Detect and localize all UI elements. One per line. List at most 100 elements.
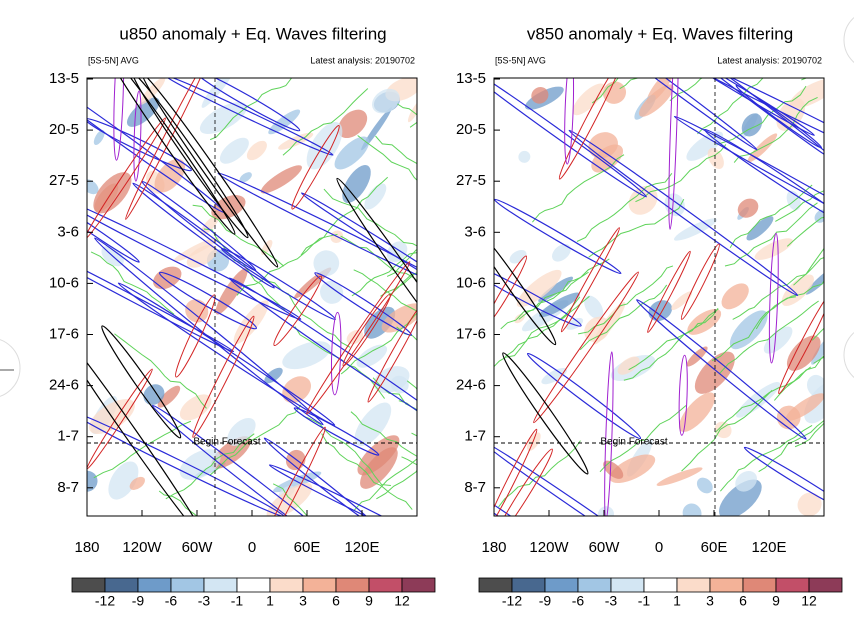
anomaly-patch — [227, 417, 256, 447]
anomaly-patch — [538, 276, 574, 303]
colorbar-label: -3 — [605, 593, 618, 609]
colorbar-label: 6 — [332, 593, 340, 609]
anomaly-patch — [143, 384, 165, 406]
anomaly-patch — [736, 381, 781, 418]
anomaly-patch — [814, 209, 824, 223]
anomaly-patch — [707, 147, 724, 169]
wave-contour — [375, 135, 417, 165]
y-tick-label: 8-7 — [464, 479, 486, 496]
y-tick-label: 8-7 — [57, 479, 79, 496]
colorbar-box — [302, 577, 337, 593]
colorbar-label: -9 — [539, 593, 552, 609]
wave-contour — [401, 456, 417, 466]
wave-contour — [642, 78, 815, 136]
wave-contour — [775, 190, 824, 222]
colorbar-box — [775, 577, 810, 593]
wave-contour — [209, 404, 302, 476]
colorbar-label: -9 — [132, 593, 145, 609]
anomaly-patch — [313, 250, 340, 277]
anomaly-patch — [786, 335, 821, 371]
anomaly-patch — [179, 394, 212, 421]
anomaly-patch — [628, 185, 658, 215]
anomaly-patch — [552, 243, 571, 262]
wave-contour — [494, 450, 600, 516]
region-label: [5S-5N] AVG — [88, 55, 139, 65]
anomaly-patch — [371, 88, 400, 114]
wave-contour — [291, 125, 340, 210]
wave-contour — [273, 275, 322, 347]
x-tick-label: 120E — [751, 539, 786, 556]
anomaly-patch — [664, 193, 685, 217]
y-tick-label: 1-7 — [464, 428, 486, 445]
y-tick-label: 3-6 — [464, 223, 486, 240]
anomaly-patch — [806, 374, 824, 398]
wave-contour — [321, 433, 413, 510]
wave-contour — [165, 433, 255, 500]
wave-contour — [623, 308, 719, 381]
x-tick-label: 60E — [701, 539, 728, 556]
y-tick-label: 10-6 — [49, 274, 79, 291]
wave-contour — [565, 78, 758, 151]
wave-contour — [209, 78, 293, 141]
anomaly-patch — [746, 216, 774, 241]
wave-contour — [397, 103, 417, 116]
wave-contour — [628, 307, 719, 371]
wave-contour — [768, 232, 779, 364]
wave-contour — [732, 248, 824, 320]
anomaly-patch — [200, 214, 220, 236]
wave-contour — [714, 366, 812, 433]
wave-contour — [604, 351, 614, 516]
wave-contour — [272, 483, 309, 516]
colorbar-label: -12 — [502, 593, 522, 609]
anomaly-patch — [185, 299, 209, 323]
anomaly-patch — [539, 292, 580, 318]
wave-contour — [388, 272, 417, 296]
wave-contour — [720, 425, 813, 492]
colorbar-label: -3 — [198, 593, 211, 609]
colorbar-label: 3 — [299, 593, 307, 609]
anomaly-patch — [541, 367, 568, 385]
plot-area — [87, 78, 417, 516]
anomaly-patch — [108, 461, 139, 500]
wave-contour — [743, 446, 824, 515]
anomaly-patch — [686, 346, 708, 367]
wave-contour — [494, 223, 557, 346]
wave-contour — [367, 301, 417, 403]
colorbar-label: 12 — [394, 593, 410, 609]
edge-artifact — [843, 331, 854, 379]
wave-contour — [494, 78, 647, 198]
wave-contour — [504, 295, 590, 357]
anomaly-patch — [319, 280, 344, 304]
colorbar-label: -1 — [638, 593, 651, 609]
wave-contour — [697, 78, 764, 135]
anomaly-patch — [603, 460, 624, 479]
wave-contour — [564, 78, 575, 165]
colorbar-label: -1 — [231, 593, 244, 609]
anomaly-patch — [219, 137, 249, 164]
anomaly-patch — [763, 326, 793, 354]
wave-contour — [323, 188, 417, 247]
anomaly-patch — [509, 250, 527, 264]
wave-contour — [268, 464, 417, 516]
wave-contour — [376, 469, 417, 500]
wave-contour — [680, 243, 720, 320]
anomaly-patch — [805, 267, 824, 295]
x-tick-label: 0 — [248, 539, 256, 556]
x-tick-label: 60E — [294, 539, 321, 556]
wave-contour — [801, 78, 808, 81]
wave-contour — [282, 88, 369, 156]
anomaly-patch — [656, 467, 703, 486]
colorbar-box — [511, 577, 546, 593]
y-tick-label: 13-5 — [456, 70, 486, 87]
y-tick-label: 27-5 — [456, 172, 486, 189]
wave-contour — [336, 177, 417, 357]
y-tick-label: 20-5 — [456, 121, 486, 138]
wave-contour — [192, 204, 285, 267]
anomaly-patch — [282, 341, 331, 370]
colorbar-box — [104, 577, 139, 593]
anomaly-patch — [729, 310, 768, 350]
wave-contour — [619, 78, 640, 90]
wave-contour — [302, 415, 391, 487]
wave-contour — [678, 354, 688, 436]
